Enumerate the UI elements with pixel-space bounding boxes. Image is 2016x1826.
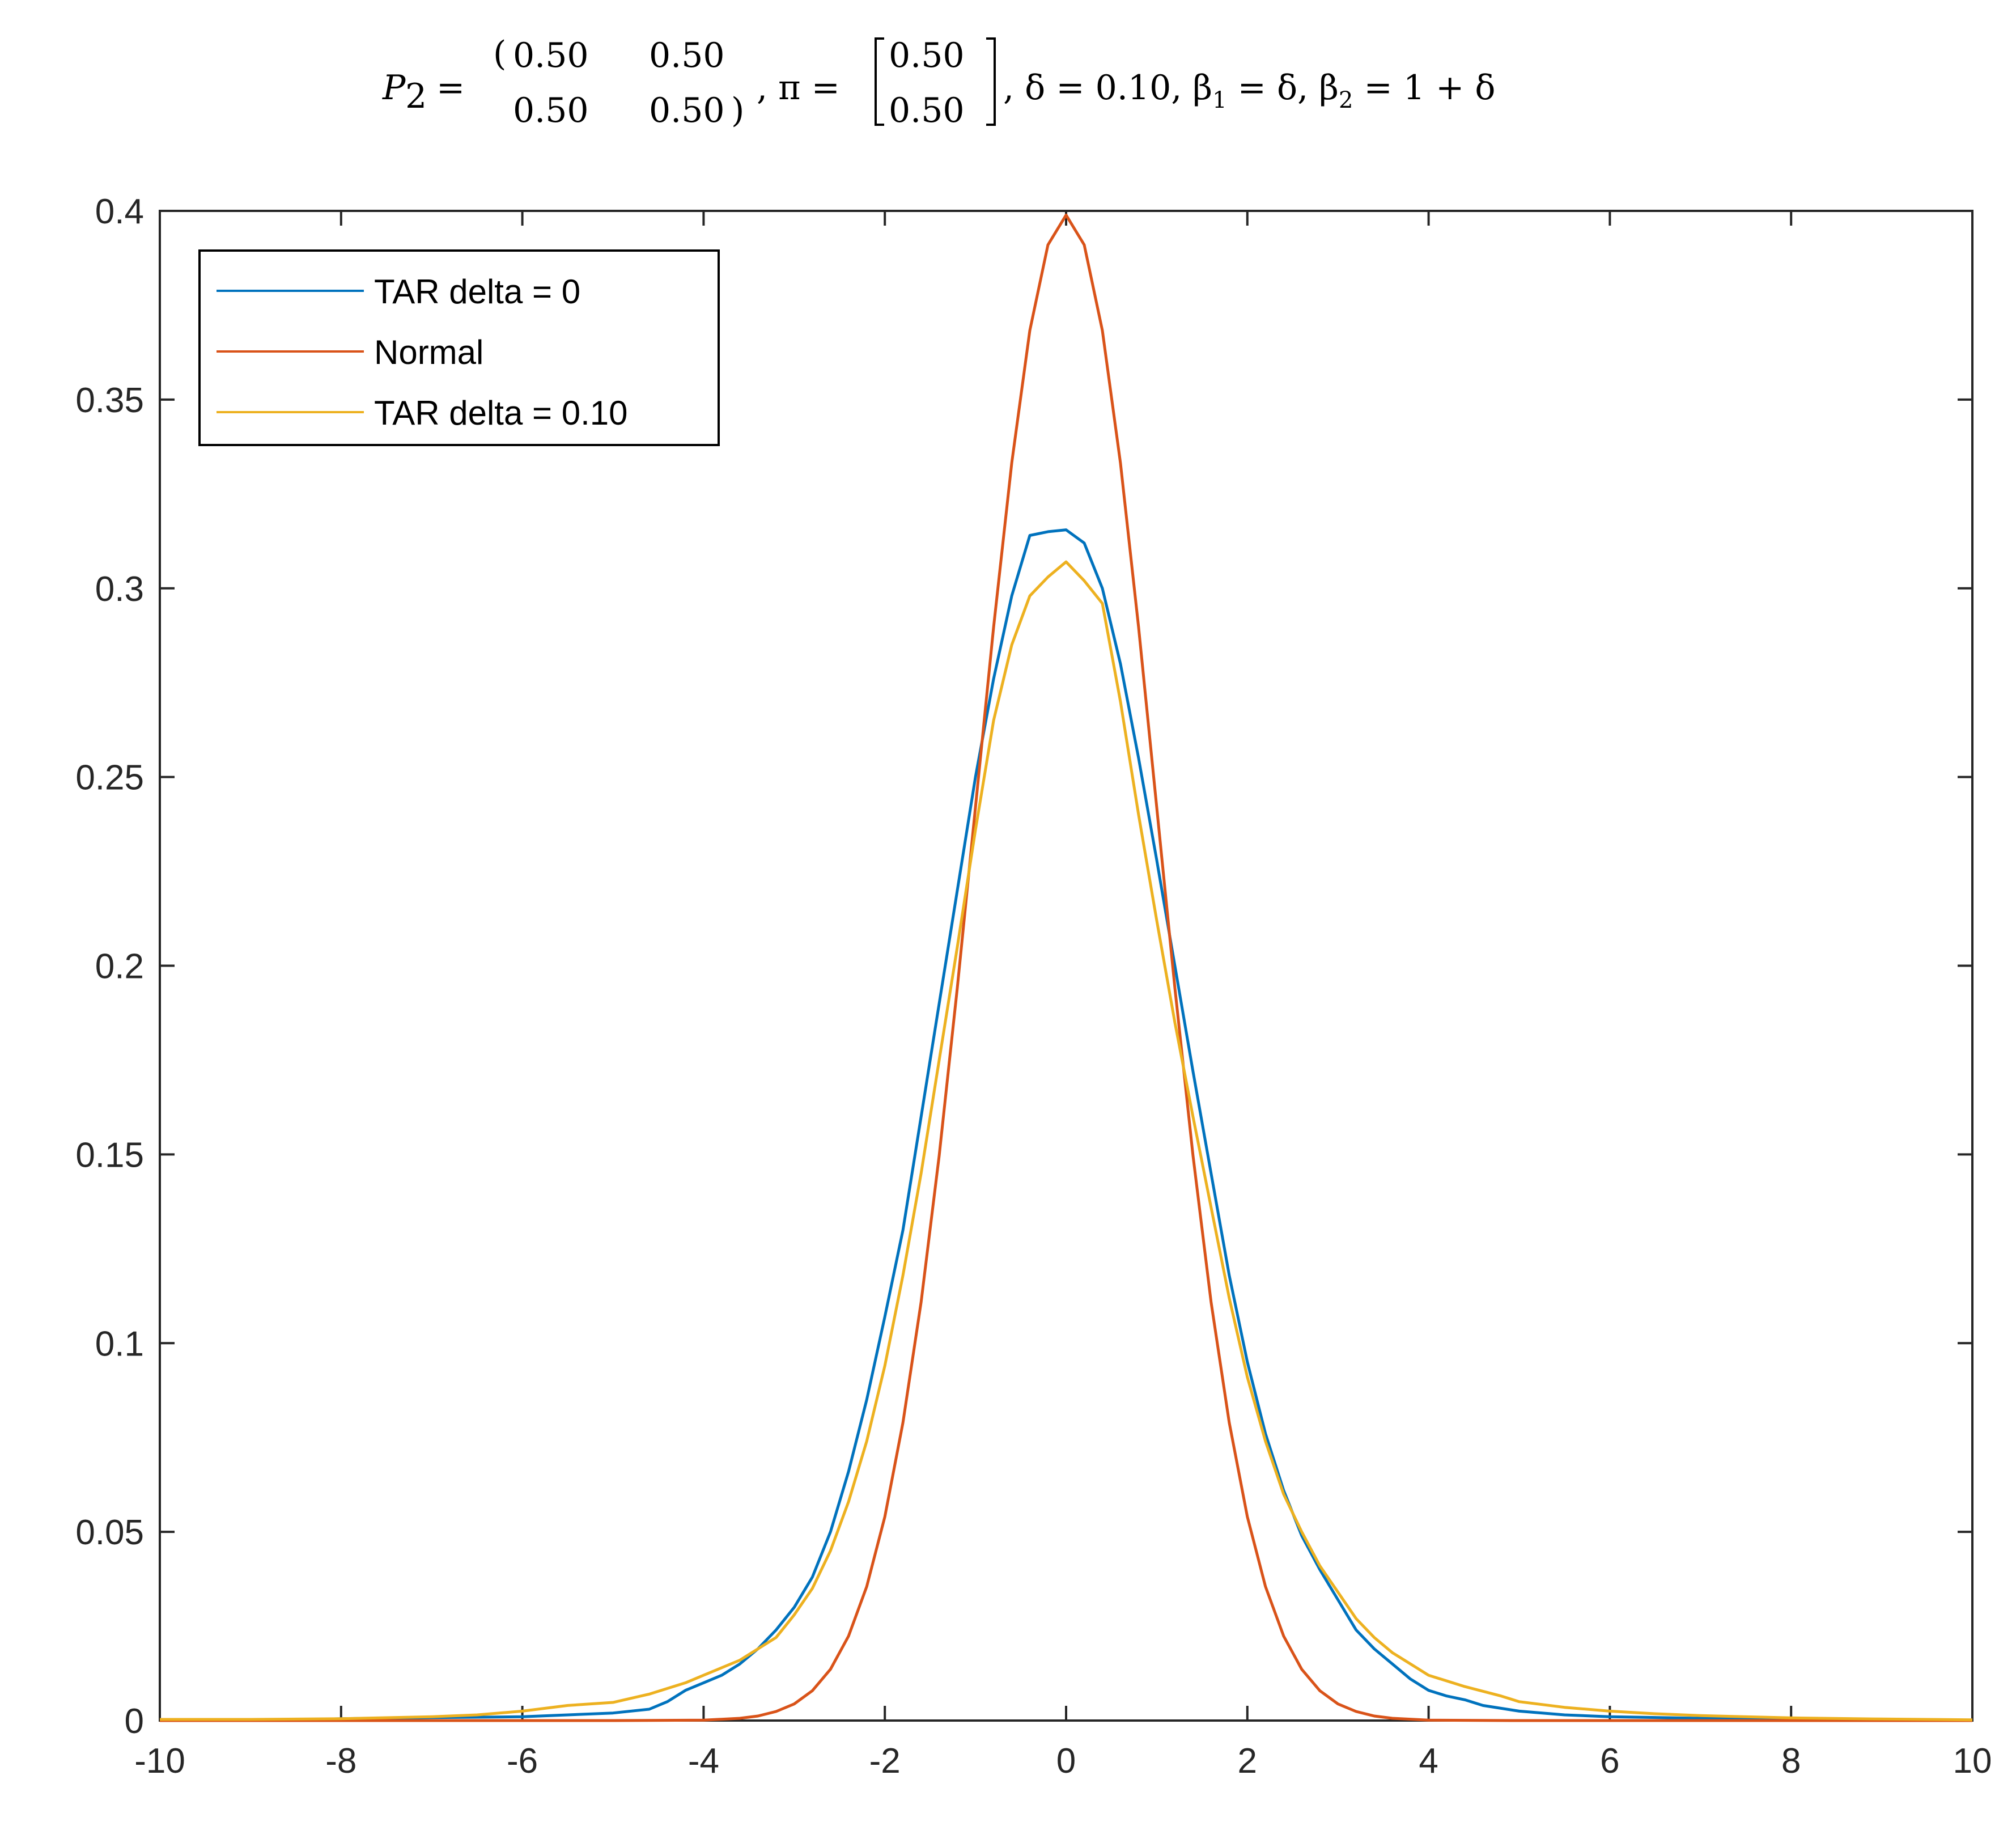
title-v1: 0.50 (889, 36, 965, 75)
title-m12: 0.50 (649, 36, 725, 75)
legend-label-normal: Normal (374, 333, 483, 371)
chart-title: P 2 = ( 0.50 0.50 0.50 0.50 ) , π = 0.50… (382, 34, 1496, 130)
y-tick-label: 0.1 (95, 1324, 144, 1363)
plot-area (159, 210, 1973, 1722)
x-tick-label: 6 (1600, 1742, 1619, 1781)
x-tick-label: 0 (1056, 1742, 1076, 1781)
title-bracket-right (986, 37, 996, 126)
axis-ticks (159, 210, 1973, 1722)
y-tick-label: 0.2 (95, 947, 144, 986)
y-tick-label: 0.4 (95, 192, 144, 231)
x-tick-label: 8 (1781, 1742, 1801, 1781)
title-m11: 0.50 (513, 36, 589, 75)
x-tick-label: 10 (1953, 1742, 1992, 1781)
title-paren-left: ( (493, 34, 506, 74)
x-tick-label: -6 (507, 1742, 538, 1781)
x-tick-label: -4 (688, 1742, 719, 1781)
x-tick-label: 4 (1419, 1742, 1438, 1781)
y-tick-label: 0.3 (95, 570, 144, 609)
legend: TAR delta = 0 Normal TAR delta = 0.10 (198, 249, 720, 446)
title-tail: , δ = 0.10, β1 = δ, β2 = 1 + δ (1003, 68, 1496, 113)
x-tick-label: 2 (1238, 1742, 1257, 1781)
axis-tick-labels: -10 -8 -6 -4 -2 0 2 4 6 8 10 0 0.05 0.1 0.15 0.2 0.25 0.3… (75, 192, 1992, 1781)
series-lines (160, 213, 1973, 1722)
title-v2: 0.50 (889, 91, 965, 130)
title-bracket-left (875, 37, 884, 126)
x-tick-label: -8 (325, 1742, 356, 1781)
series-line-tar-delta-010 (160, 560, 1973, 1722)
legend-label-tar-delta-010: TAR delta = 0.10 (374, 394, 627, 432)
y-tick-label: 0.05 (75, 1513, 144, 1552)
title-m21: 0.50 (513, 91, 589, 130)
title-p-sub: 2 (405, 77, 427, 116)
title-paren-right: ) (731, 91, 744, 130)
series-line-tar-delta-0 (160, 528, 1973, 1722)
title-eq: = (436, 68, 465, 108)
x-tick-label: -2 (869, 1742, 901, 1781)
title-pi: , π = (757, 68, 840, 108)
x-tick-label: -10 (134, 1742, 185, 1781)
y-tick-label: 0 (125, 1702, 144, 1741)
y-tick-label: 0.25 (75, 759, 144, 798)
series-line-normal (160, 213, 1972, 1722)
title-p-label: P (382, 68, 406, 108)
legend-label-tar-delta-0: TAR delta = 0 (374, 273, 580, 311)
title-m22: 0.50 (649, 91, 725, 130)
y-tick-label: 0.35 (75, 381, 144, 420)
y-tick-label: 0.15 (75, 1136, 144, 1175)
